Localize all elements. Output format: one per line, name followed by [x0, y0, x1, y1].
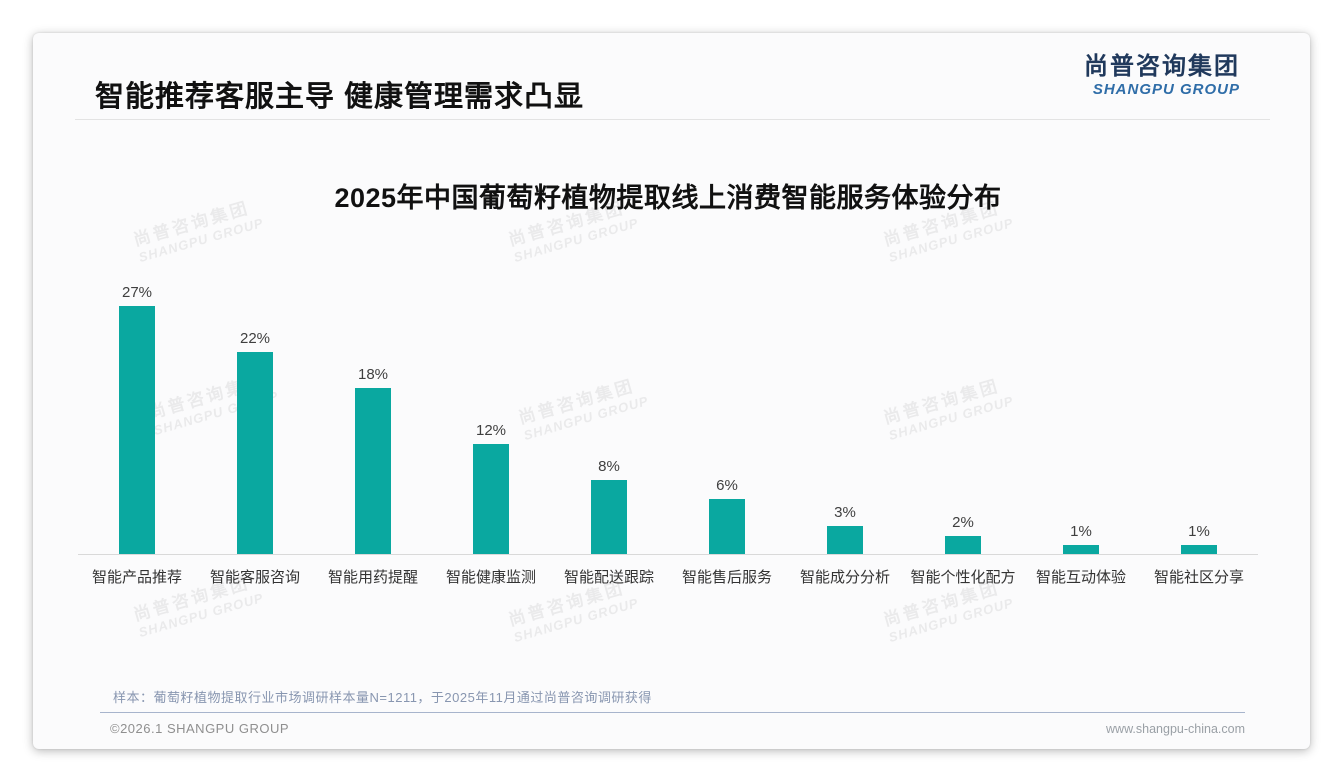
slide-card: 智能推荐客服主导 健康管理需求凸显 尚普咨询集团 SHANGPU GROUP 2…: [33, 33, 1310, 749]
logo-text-cn: 尚普咨询集团: [1084, 53, 1240, 80]
bar: [709, 498, 745, 554]
company-logo: 尚普咨询集团 SHANGPU GROUP: [1084, 53, 1240, 98]
bar-column: 3%: [786, 504, 904, 554]
bar: [827, 526, 863, 554]
category-label: 智能互动体验: [1035, 569, 1126, 586]
chart-title: 2025年中国葡萄籽植物提取线上消费智能服务体验分布: [334, 183, 1002, 213]
bar: [591, 480, 627, 554]
watermark-text-en: SHANGPU GROUP: [136, 589, 266, 641]
bar-column: 27%: [78, 284, 196, 554]
bar-column: 12%: [432, 422, 550, 554]
category-label: 智能用药提醒: [327, 569, 418, 586]
bar-value-label: 22%: [239, 329, 271, 347]
logo-text-en: SHANGPU GROUP: [1092, 80, 1240, 98]
bar-column: 18%: [314, 366, 432, 554]
bar-value-label: 18%: [357, 366, 389, 384]
footer-divider: [100, 712, 1245, 713]
watermark-text-en: SHANGPU GROUP: [886, 594, 1016, 646]
bar-value-label: 2%: [952, 513, 974, 531]
bar-value-label: 12%: [475, 421, 507, 439]
bar-value-label: 27%: [121, 283, 153, 301]
page-title: 智能推荐客服主导 健康管理需求凸显: [95, 81, 585, 113]
category-label: 智能配送跟踪: [563, 569, 654, 586]
bar: [355, 388, 391, 554]
bar: [1181, 544, 1217, 554]
bar: [1063, 544, 1099, 554]
website-text: www.shangpu-china.com: [1106, 721, 1245, 736]
bar-value-label: 6%: [716, 476, 738, 494]
category-label: 智能售后服务: [681, 569, 772, 586]
bar: [237, 351, 273, 554]
category-label: 智能产品推荐: [91, 569, 182, 586]
bar-column: 8%: [550, 458, 668, 554]
bar-value-label: 3%: [834, 504, 856, 522]
bar: [945, 535, 981, 554]
category-label: 智能个性化配方: [910, 569, 1016, 586]
copyright-text: ©2026.1 SHANGPU GROUP: [110, 721, 290, 736]
bar-value-label: 1%: [1188, 522, 1210, 540]
bar-column: 1%: [1022, 523, 1140, 554]
bar-value-label: 8%: [598, 458, 620, 476]
bar-column: 2%: [904, 514, 1022, 554]
bar-value-label: 1%: [1070, 522, 1092, 540]
bar: [473, 443, 509, 554]
category-label: 智能健康监测: [445, 569, 536, 586]
x-axis-category-labels: 智能产品推荐 智能客服咨询 智能用药提醒 智能健康监测 智能配送跟踪 智能售后服务 智能成分…: [78, 566, 1258, 587]
slide-footer: ©2026.1 SHANGPU GROUP www.shangpu-china.…: [110, 721, 1245, 736]
category-label: 智能客服咨询: [209, 569, 300, 586]
category-label: 智能成分分析: [799, 569, 890, 586]
bar: [119, 305, 155, 554]
sample-note: 样本：葡萄籽植物提取行业市场调研样本量N=1211，于2025年11月通过尚普咨…: [113, 690, 652, 705]
bar-column: 22%: [196, 330, 314, 554]
category-label: 智能社区分享: [1153, 569, 1244, 586]
watermark-text-en: SHANGPU GROUP: [511, 594, 641, 646]
bar-chart: 27% 22% 18% 12% 8% 6% 3% 2% 1% 1%: [78, 183, 1258, 554]
bar-column: 6%: [668, 477, 786, 554]
x-axis-line: [78, 554, 1258, 555]
bar-column: 1%: [1140, 523, 1258, 554]
header-divider: [75, 119, 1270, 120]
